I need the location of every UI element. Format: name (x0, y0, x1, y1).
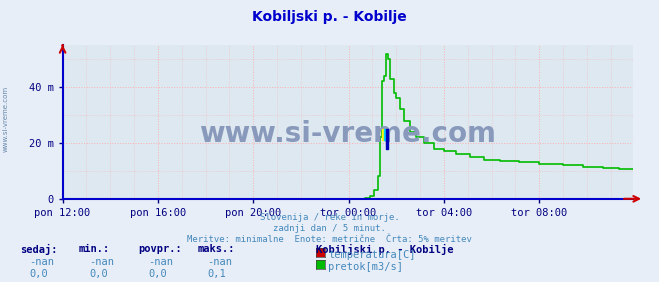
Text: 0,0: 0,0 (89, 269, 107, 279)
Text: www.si-vreme.com: www.si-vreme.com (2, 85, 9, 151)
Text: min.:: min.: (79, 244, 110, 254)
Text: Kobiljski p. - Kobilje: Kobiljski p. - Kobilje (316, 244, 454, 255)
Text: zadnji dan / 5 minut.: zadnji dan / 5 minut. (273, 224, 386, 233)
Text: temperatura[C]: temperatura[C] (328, 250, 416, 260)
Text: pretok[m3/s]: pretok[m3/s] (328, 262, 403, 272)
Text: -nan: -nan (208, 257, 233, 267)
Text: -nan: -nan (30, 257, 55, 267)
Text: maks.:: maks.: (198, 244, 235, 254)
Text: Kobiljski p. - Kobilje: Kobiljski p. - Kobilje (252, 10, 407, 24)
Text: -nan: -nan (89, 257, 114, 267)
Text: 0,0: 0,0 (148, 269, 167, 279)
Text: Slovenija / reke in morje.: Slovenija / reke in morje. (260, 213, 399, 222)
Text: 0,1: 0,1 (208, 269, 226, 279)
Text: sedaj:: sedaj: (20, 244, 57, 255)
Text: 0,0: 0,0 (30, 269, 48, 279)
Text: povpr.:: povpr.: (138, 244, 182, 254)
Text: www.si-vreme.com: www.si-vreme.com (199, 120, 496, 148)
Text: Meritve: minimalne  Enote: metrične  Črta: 5% meritev: Meritve: minimalne Enote: metrične Črta:… (187, 235, 472, 244)
Text: -nan: -nan (148, 257, 173, 267)
